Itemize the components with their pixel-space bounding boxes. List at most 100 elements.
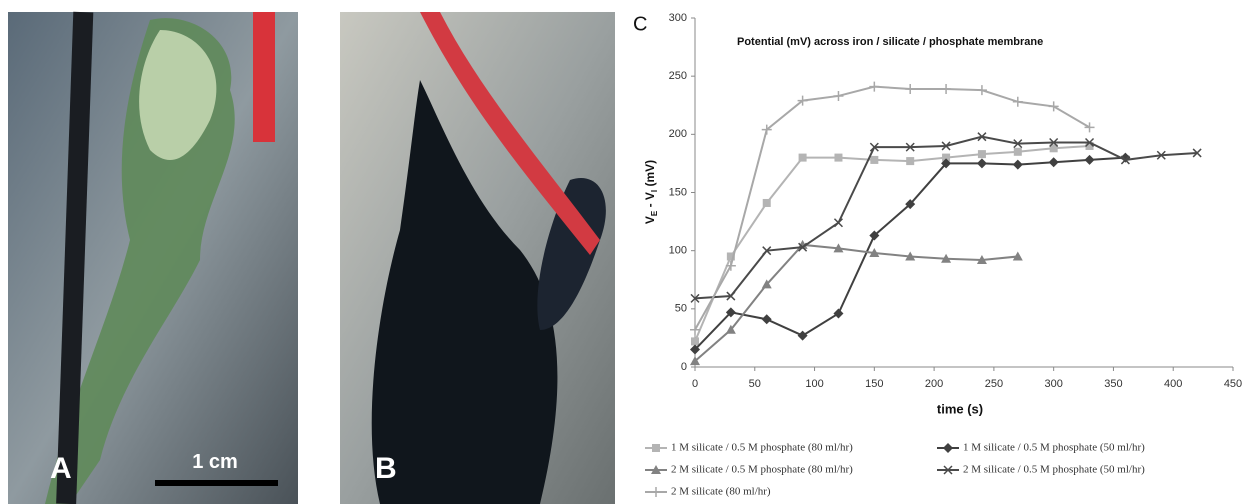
y-label-part: E [650,210,659,216]
marker [691,337,699,346]
x-axis-label: time (s) [937,401,983,416]
x-tick-label: 250 [985,378,1003,390]
marker [761,314,772,325]
marker [1013,139,1023,149]
marker [941,158,952,169]
marker [690,344,700,355]
marker [869,142,879,152]
x-tick-label: 400 [1164,378,1182,390]
marker [690,356,700,366]
legend-marker [651,465,661,474]
x-tick-label: 450 [1224,378,1242,390]
marker [690,324,700,335]
marker [1048,157,1059,168]
marker [833,90,844,101]
marker [905,83,916,94]
marker [869,230,880,241]
marker [726,291,736,301]
y-label-part: V [643,216,657,224]
y-tick-label: 50 [675,303,687,315]
legend-marker [943,465,953,475]
marker [976,85,987,96]
marker [906,157,915,166]
marker [1084,137,1095,148]
marker [1012,96,1023,107]
marker [905,142,915,152]
x-tick-label: 350 [1104,378,1122,390]
marker [761,279,772,289]
photo-a: A 1 cm [8,11,298,504]
marker [941,83,952,94]
y-tick-label: 100 [669,245,687,257]
marker [762,198,771,207]
photo-b: B [340,12,615,504]
x-tick-label: 0 [692,378,698,390]
chart-title: Potential (mV) across iron / silicate / … [737,36,1043,48]
y-label-part: (mV) [643,160,657,190]
marker [941,141,951,151]
x-tick-label: 100 [805,378,823,390]
series-line [694,85,1091,331]
marker [1048,101,1059,112]
marker [797,330,808,341]
y-axis-label: VE - VI (mV) [643,160,659,224]
marker [798,153,807,162]
y-tick-label: 150 [669,186,687,198]
marker [977,150,986,159]
y-label-part: - V [643,192,657,211]
marker [833,243,844,253]
marker [1049,137,1059,148]
panel-label: C [633,13,647,35]
legend-label: 2 M silicate / 0.5 M phosphate (50 ml/hr… [963,464,1145,476]
marker [834,153,843,162]
legend-marker [943,443,953,453]
y-tick-label: 0 [681,361,687,373]
marker [690,293,700,303]
y-tick-label: 200 [669,128,687,140]
marker [726,252,735,261]
legend-marker [652,444,660,452]
x-tick-label: 150 [865,378,883,390]
photo-label: B [375,452,397,485]
x-tick-label: 50 [749,378,761,390]
marker [905,199,916,210]
x-tick-label: 300 [1044,378,1062,390]
marker [833,308,844,319]
legend-label: 1 M silicate / 0.5 M phosphate (80 ml/hr… [671,442,853,454]
marker [869,81,880,92]
marker [725,260,736,271]
legend-label: 1 M silicate / 0.5 M phosphate (50 ml/hr… [963,442,1145,454]
legend-marker [651,487,661,497]
marker [1049,144,1058,153]
marker [1156,150,1166,160]
y-tick-label: 300 [669,12,687,24]
marker [1012,251,1023,261]
legend-label: 2 M silicate (80 ml/hr) [671,486,771,498]
marker [1084,122,1095,133]
photo-label: A [50,452,72,485]
marker [941,253,952,263]
marker [977,132,987,142]
marker [1120,155,1130,165]
series-line [694,144,1090,342]
marker [761,124,772,135]
marker [762,246,772,256]
y-label-part: I [650,190,659,192]
marker [942,153,951,162]
marker [870,155,879,164]
marker [1013,147,1022,156]
marker [798,242,808,252]
marker [797,95,808,106]
marker [1012,159,1023,170]
marker [833,218,843,228]
legend-label: 2 M silicate / 0.5 M phosphate (80 ml/hr… [671,464,853,476]
scale-bar-label: 1 cm [192,451,238,473]
x-tick-label: 200 [925,378,943,390]
marker [905,251,916,261]
marker [725,324,736,334]
series-line [694,243,1018,362]
y-tick-label: 250 [669,70,687,82]
marker [1192,148,1202,158]
